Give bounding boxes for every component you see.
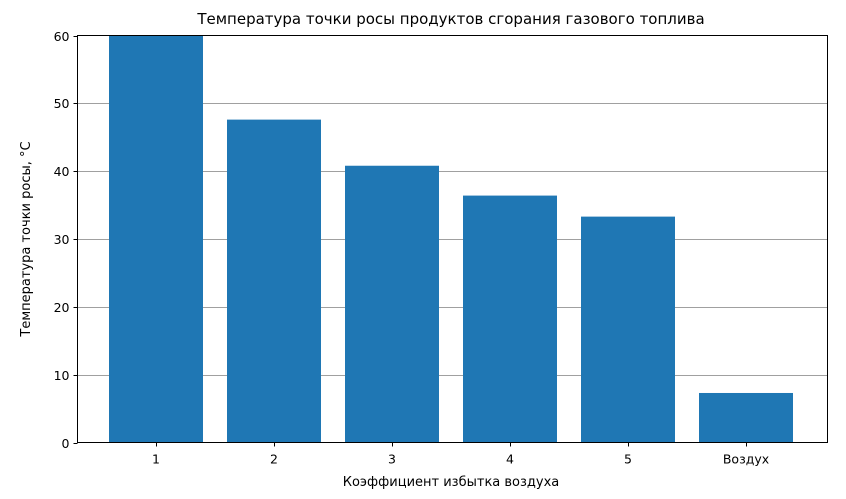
y-tick-label: 40 (54, 164, 70, 179)
x-tick-label: 4 (506, 452, 514, 467)
y-tick-label: 30 (54, 232, 70, 247)
bar-5 (581, 216, 675, 443)
y-tick-label: 20 (54, 300, 70, 315)
x-tick-label: 1 (152, 452, 160, 467)
chart-title: Температура точки росы продуктов сгорани… (196, 10, 704, 28)
x-tick-label: 3 (388, 452, 396, 467)
bar-2 (227, 119, 321, 443)
y-axis-label: Температура точки росы, °C (19, 141, 34, 337)
x-tick-label: 2 (270, 452, 278, 467)
y-tick-label: 60 (54, 29, 70, 44)
y-tick-label: 50 (54, 96, 70, 111)
y-axis-ticks: 0 10 20 30 40 50 60 (54, 29, 78, 451)
x-tick-label: Воздух (723, 452, 769, 467)
y-tick-label: 0 (62, 436, 70, 451)
bar-1 (109, 35, 203, 443)
x-axis-ticks: 1 2 3 4 5 Воздух (152, 442, 769, 467)
bars (109, 35, 793, 443)
x-tick-label: 5 (624, 452, 632, 467)
y-tick-label: 10 (54, 368, 70, 383)
bar-3 (345, 165, 439, 443)
bar-6 (699, 392, 793, 443)
x-axis-label: Коэффициент избытка воздуха (343, 475, 560, 490)
bar-4 (463, 195, 557, 443)
